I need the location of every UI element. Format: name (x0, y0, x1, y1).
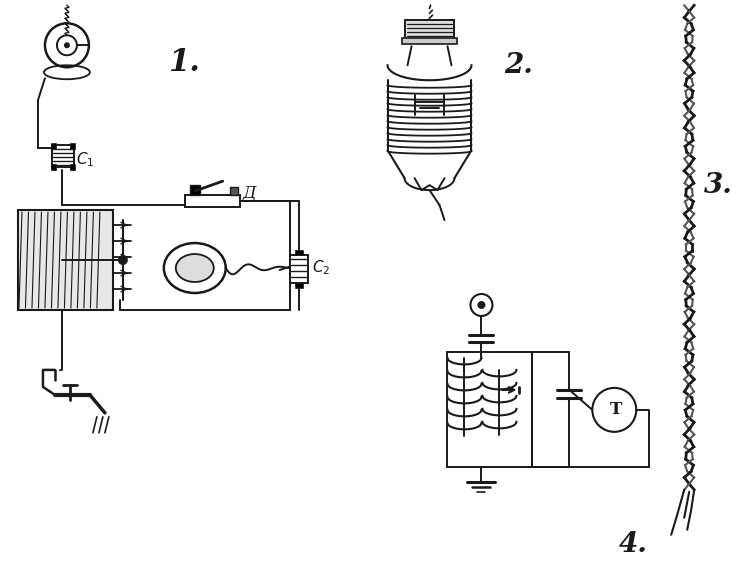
Text: 1.: 1. (168, 47, 200, 78)
Bar (70, 164, 75, 170)
Circle shape (64, 42, 70, 48)
Circle shape (118, 255, 128, 265)
Bar (70, 143, 75, 149)
Text: T: T (610, 401, 622, 418)
Text: 3.: 3. (704, 172, 733, 199)
Text: Д: Д (242, 185, 256, 201)
Bar (295, 283, 303, 288)
Text: 4.: 4. (619, 531, 648, 558)
Ellipse shape (176, 254, 214, 282)
Bar (185, 195, 239, 207)
Text: 2.: 2. (505, 52, 534, 79)
Bar (404, 20, 454, 42)
Bar (290, 255, 307, 283)
Bar (295, 250, 303, 255)
Bar (448, 352, 532, 467)
Bar (230, 187, 238, 195)
Bar (190, 185, 200, 195)
Text: $C_2$: $C_2$ (312, 259, 330, 277)
Text: $C_1$: $C_1$ (76, 150, 95, 169)
Circle shape (477, 301, 486, 309)
Bar (51, 143, 56, 149)
Bar (51, 164, 56, 170)
Bar (52, 145, 74, 167)
Bar (401, 39, 457, 44)
Bar (18, 210, 113, 310)
